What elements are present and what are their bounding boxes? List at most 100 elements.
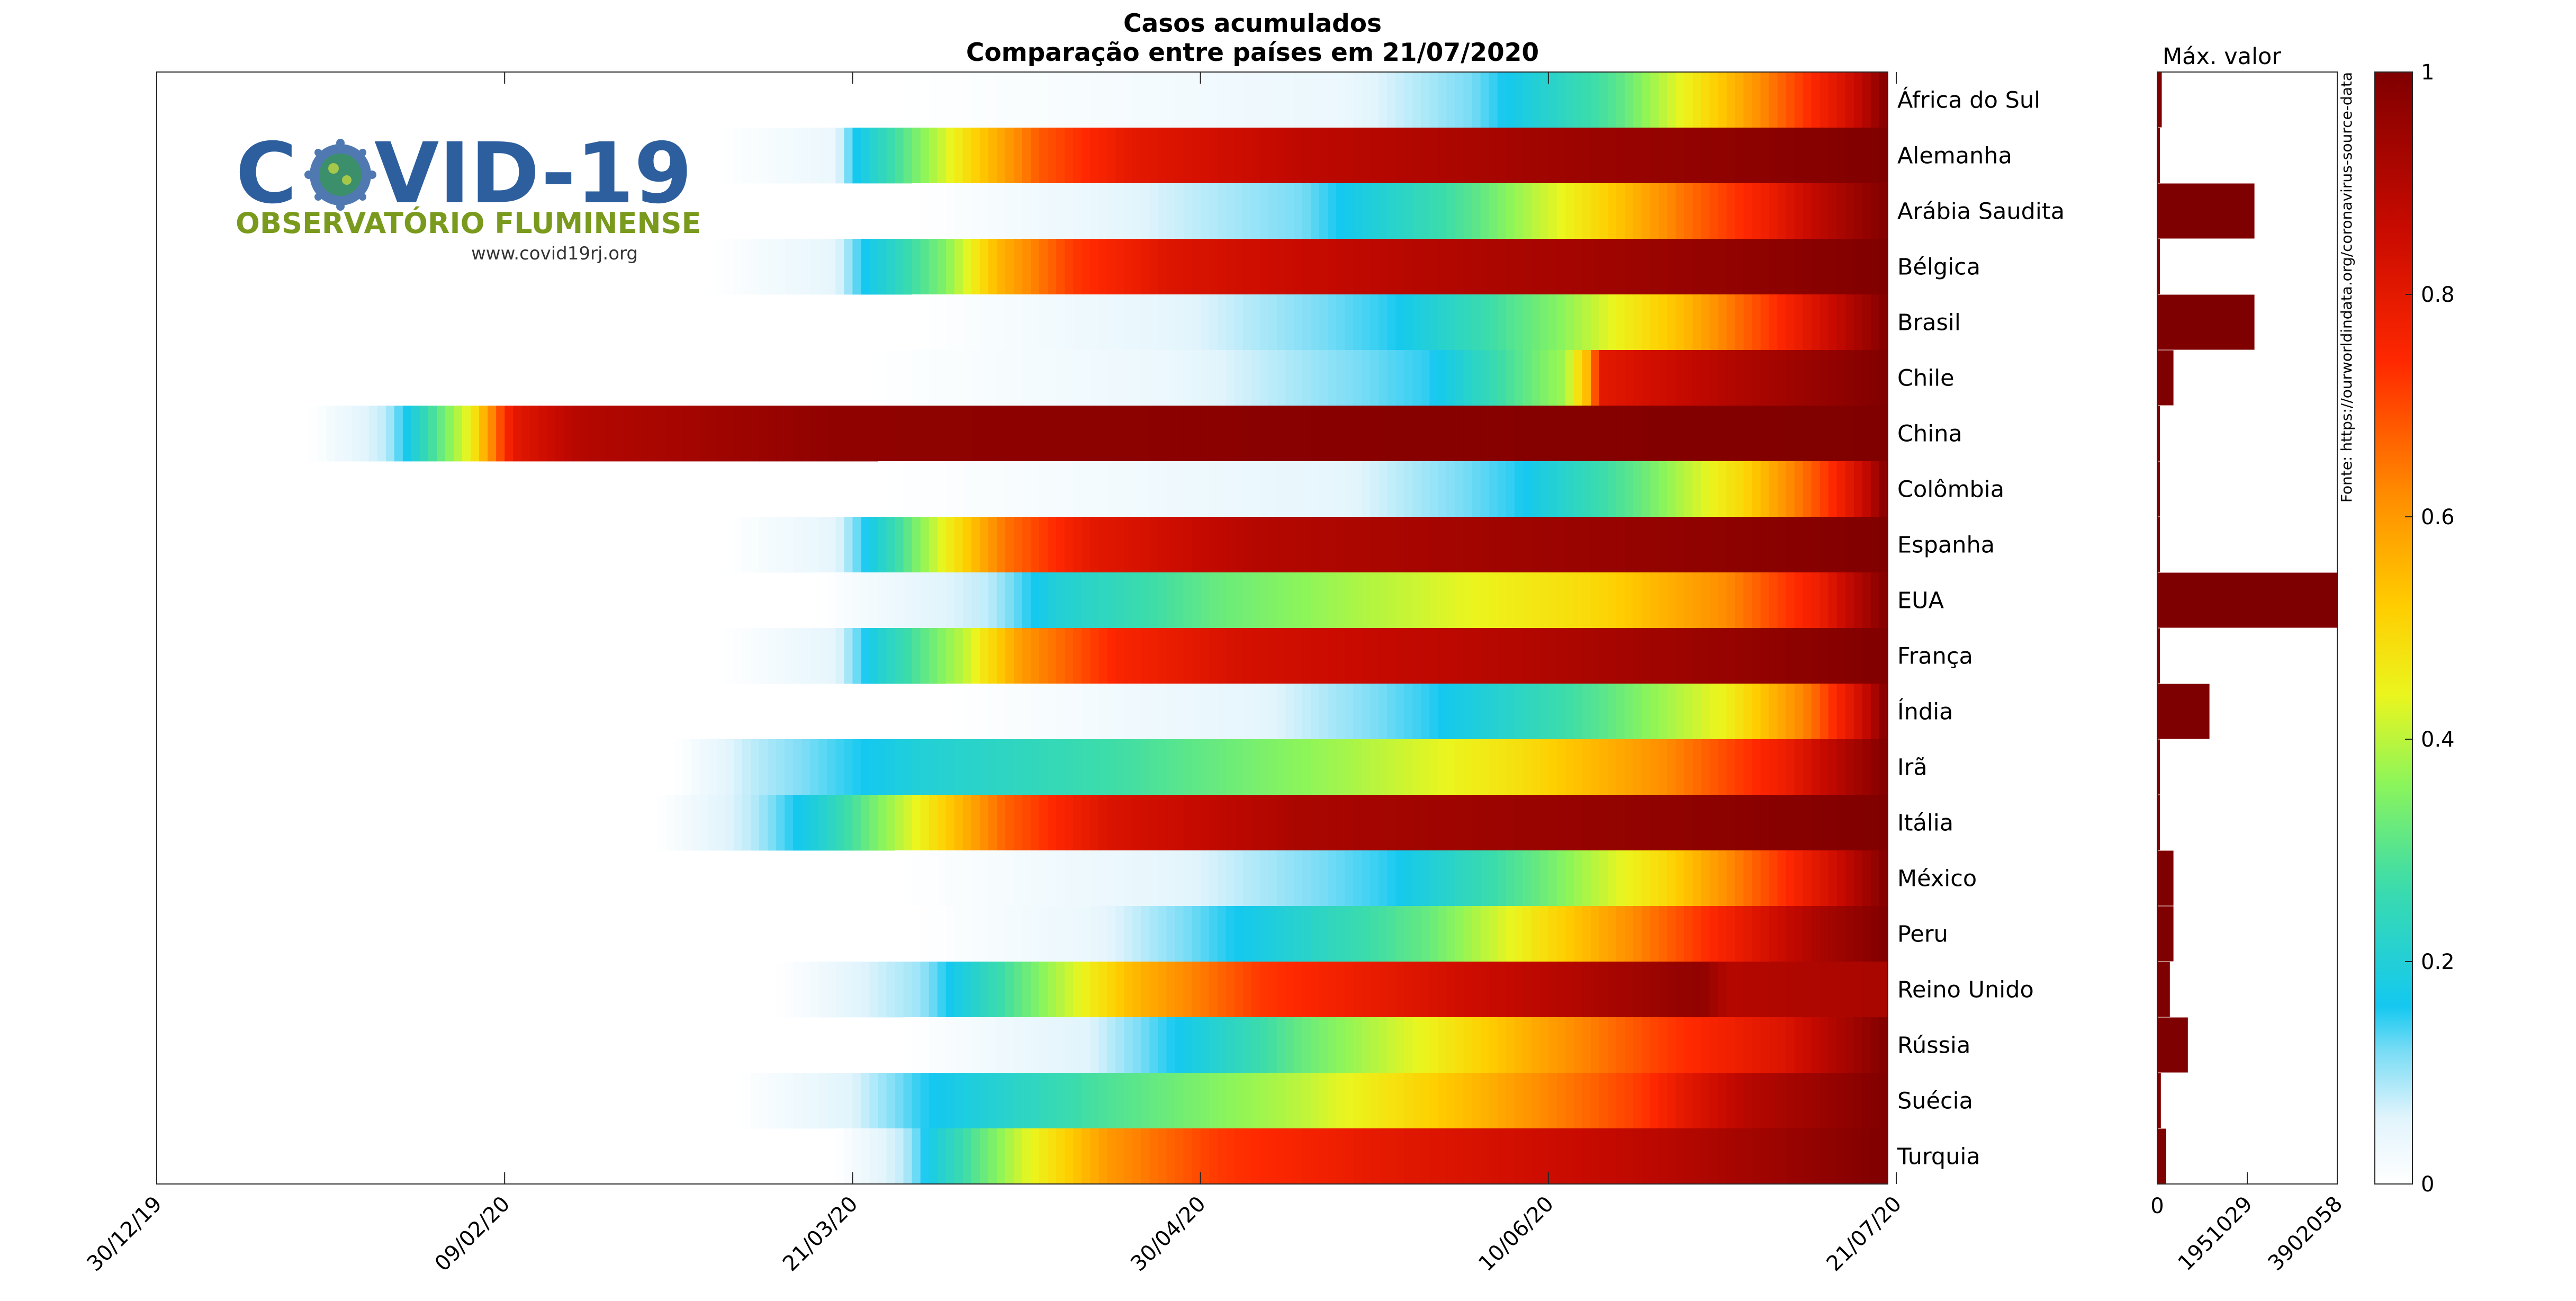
heatmap-cell bbox=[946, 628, 955, 684]
heatmap-cell bbox=[1132, 1073, 1141, 1128]
heatmap-cell bbox=[1642, 517, 1651, 572]
heatmap-cell bbox=[1803, 572, 1812, 628]
heatmap-cell bbox=[1455, 461, 1464, 517]
heatmap-cell bbox=[1404, 795, 1413, 850]
heatmap-cell bbox=[734, 1073, 743, 1128]
heatmap-cell bbox=[1379, 350, 1388, 406]
heatmap-cell bbox=[1489, 739, 1498, 795]
heatmap-cell bbox=[428, 406, 437, 461]
heatmap-cell bbox=[1319, 406, 1328, 461]
heatmap-cell bbox=[1132, 684, 1141, 739]
heatmap-cell bbox=[1065, 183, 1074, 239]
max-value-bar bbox=[2157, 907, 2174, 962]
heatmap-cell bbox=[1226, 572, 1235, 628]
heatmap-cell bbox=[1540, 461, 1549, 517]
heatmap-cell bbox=[810, 795, 819, 850]
heatmap-cell bbox=[1744, 962, 1753, 1017]
heatmap-cell bbox=[1854, 239, 1863, 294]
heatmap-cell bbox=[835, 572, 844, 628]
heatmap-cell bbox=[1625, 684, 1634, 739]
heatmap-cell bbox=[1845, 1128, 1854, 1184]
heatmap-cell bbox=[1464, 906, 1473, 962]
heatmap-cell bbox=[1090, 739, 1099, 795]
heatmap-cell bbox=[1175, 850, 1184, 906]
heatmap-cell bbox=[1387, 1073, 1396, 1128]
heatmap-cell bbox=[1489, 128, 1498, 183]
heatmap-cell bbox=[1243, 906, 1252, 962]
heatmap-cell bbox=[1082, 1073, 1091, 1128]
heatmap-cell bbox=[1744, 294, 1753, 350]
heatmap-cell bbox=[1260, 183, 1269, 239]
heatmap-cell bbox=[1498, 517, 1507, 572]
heatmap-cell bbox=[1412, 1128, 1421, 1184]
heatmap-cell bbox=[1616, 72, 1625, 128]
heatmap-cell bbox=[1412, 294, 1421, 350]
heatmap-cell bbox=[1862, 350, 1871, 406]
heatmap-cell bbox=[1328, 239, 1337, 294]
heatmap-cell bbox=[1141, 850, 1150, 906]
heatmap-cell bbox=[1498, 72, 1507, 128]
heatmap-cell bbox=[1429, 128, 1438, 183]
heatmap-cell bbox=[1464, 1128, 1473, 1184]
heatmap-cell bbox=[1464, 239, 1473, 294]
heatmap-cell bbox=[1124, 795, 1133, 850]
heatmap-cell bbox=[1574, 684, 1583, 739]
heatmap-cell bbox=[1455, 962, 1464, 1017]
heatmap-cell bbox=[1302, 128, 1311, 183]
heatmap-cell bbox=[988, 461, 997, 517]
heatmap-cell bbox=[1048, 1128, 1057, 1184]
heatmap-cell bbox=[921, 906, 930, 962]
heatmap-cell bbox=[1803, 461, 1812, 517]
heatmap-cell bbox=[1260, 1073, 1269, 1128]
heatmap-cell bbox=[1701, 239, 1710, 294]
heatmap-cell bbox=[1455, 406, 1464, 461]
heatmap-cell bbox=[1582, 294, 1591, 350]
heatmap-cell bbox=[1481, 739, 1490, 795]
heatmap-cell bbox=[1701, 1017, 1710, 1073]
heatmap-cell bbox=[1565, 239, 1574, 294]
heatmap-cell bbox=[734, 128, 743, 183]
heatmap-cell bbox=[1862, 294, 1871, 350]
heatmap-cell bbox=[1812, 350, 1821, 406]
heatmap-cell bbox=[1803, 517, 1812, 572]
heatmap-cell bbox=[1778, 72, 1787, 128]
heatmap-cell bbox=[1548, 461, 1557, 517]
heatmap-cell bbox=[1073, 350, 1082, 406]
heatmap-cell bbox=[1709, 850, 1718, 906]
heatmap-cell bbox=[878, 795, 887, 850]
heatmap-cell bbox=[1540, 1017, 1549, 1073]
heatmap-cell bbox=[1319, 962, 1328, 1017]
heatmap-cell bbox=[1829, 294, 1838, 350]
heatmap-cell bbox=[938, 795, 947, 850]
heatmap-cell bbox=[1124, 406, 1133, 461]
heatmap-cell bbox=[1022, 517, 1031, 572]
heatmap-cell bbox=[1744, 684, 1753, 739]
heatmap-cell bbox=[1412, 684, 1421, 739]
heatmap-cell bbox=[1005, 461, 1014, 517]
heatmap-cell bbox=[1498, 684, 1507, 739]
heatmap-cell bbox=[938, 628, 947, 684]
heatmap-cell bbox=[1201, 294, 1210, 350]
heatmap-cell bbox=[1022, 183, 1031, 239]
heatmap-cell bbox=[1243, 350, 1252, 406]
heatmap-cell bbox=[1319, 795, 1328, 850]
heatmap-cell bbox=[1599, 183, 1608, 239]
heatmap-cell bbox=[1498, 1017, 1507, 1073]
heatmap-cell bbox=[971, 1017, 980, 1073]
heatmap-cell bbox=[1056, 850, 1065, 906]
heatmap-cell bbox=[1184, 183, 1193, 239]
heatmap-cell bbox=[318, 406, 327, 461]
heatmap-cell bbox=[1328, 461, 1337, 517]
heatmap-cell bbox=[1379, 406, 1388, 461]
heatmap-cell bbox=[1124, 461, 1133, 517]
heatmap-cell bbox=[1718, 461, 1727, 517]
heatmap-cell bbox=[1574, 183, 1583, 239]
heatmap-cell bbox=[1718, 628, 1727, 684]
heatmap-cell bbox=[1302, 962, 1311, 1017]
heatmap-cell bbox=[946, 350, 955, 406]
heatmap-cell bbox=[1098, 850, 1107, 906]
heatmap-cell bbox=[1209, 461, 1218, 517]
heatmap-cell bbox=[717, 406, 726, 461]
heatmap-cell bbox=[988, 183, 997, 239]
heatmap-cell bbox=[1565, 461, 1574, 517]
